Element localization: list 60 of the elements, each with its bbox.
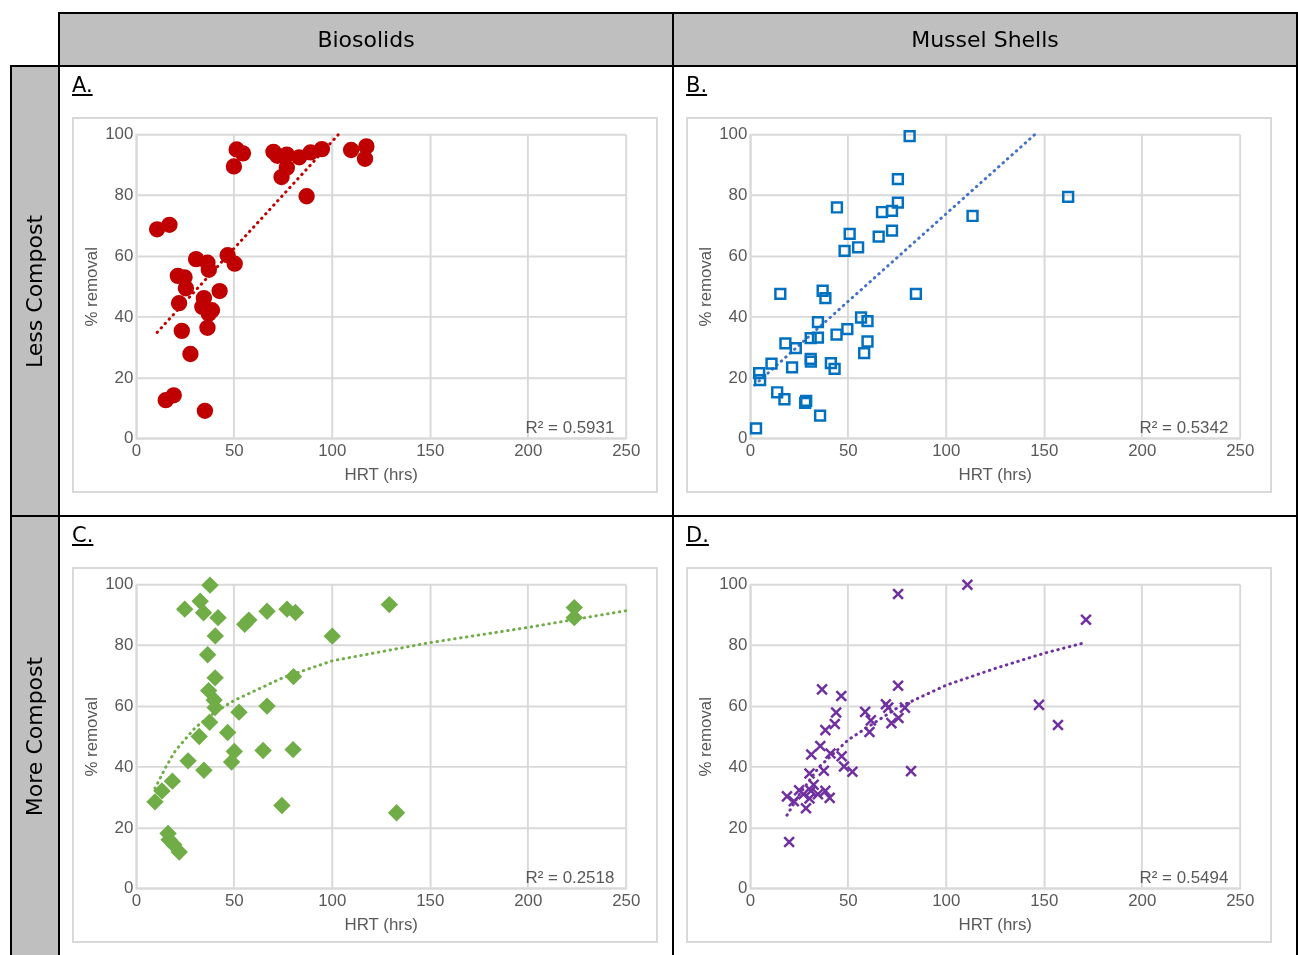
y-axis-title: % removal <box>695 247 715 327</box>
y-tick-label: 20 <box>114 367 134 387</box>
y-tick-label: 20 <box>728 367 748 387</box>
x-tick-label: 100 <box>318 441 347 461</box>
text: Less Compost <box>22 214 48 368</box>
annotation: R² = 0.5342 <box>1139 418 1229 437</box>
y-tick-label: 80 <box>114 635 134 655</box>
chart-title: A. <box>72 73 93 97</box>
x-tick-label: 200 <box>1128 891 1157 911</box>
x-tick-label: 50 <box>224 441 244 461</box>
y-tick-label: 20 <box>728 817 748 837</box>
x-tick-label: 150 <box>1030 891 1059 911</box>
x-tick-label: 250 <box>1226 891 1255 911</box>
y-tick-label: 60 <box>114 246 134 266</box>
x-axis-title: HRT (hrs) <box>344 464 418 484</box>
y-axis-title: % removal <box>695 697 715 777</box>
x-tick-label: 100 <box>932 891 961 911</box>
annotation: R² = 0.5931 <box>525 418 615 437</box>
x-tick-label: 100 <box>932 441 961 461</box>
y-tick-label: 40 <box>728 756 748 776</box>
x-tick-label: 200 <box>514 891 543 911</box>
x-tick-label: 150 <box>1030 441 1059 461</box>
x-tick-label: 200 <box>514 441 543 461</box>
y-tick-label: 100 <box>105 574 134 594</box>
y-tick-label: 100 <box>719 574 748 594</box>
y-tick-label: 80 <box>728 635 748 655</box>
y-axis-title: % removal <box>81 247 101 327</box>
x-axis-title: HRT (hrs) <box>344 914 418 934</box>
y-tick-label: 60 <box>728 246 748 266</box>
y-tick-label: 100 <box>719 124 748 144</box>
x-tick-label: 50 <box>838 441 858 461</box>
y-tick-label: 40 <box>728 306 748 326</box>
y-tick-label: 40 <box>114 756 134 776</box>
annotation: R² = 0.2518 <box>525 868 615 887</box>
y-axis-title: % removal <box>81 697 101 777</box>
y-tick-label: 40 <box>114 306 134 326</box>
x-tick-label: 250 <box>1226 441 1255 461</box>
chart-title: B. <box>686 73 708 97</box>
y-tick-label: 100 <box>105 124 134 144</box>
x-tick-label: 100 <box>318 891 347 911</box>
x-tick-label: 150 <box>416 441 445 461</box>
y-tick-label: 80 <box>728 185 748 205</box>
annotation: R² = 0.5494 <box>1139 868 1229 887</box>
x-tick-label: 250 <box>612 441 641 461</box>
x-tick-label: 200 <box>1128 441 1157 461</box>
chart-title: D. <box>686 523 709 547</box>
y-tick-label: 60 <box>114 696 134 716</box>
x-tick-label: 150 <box>416 891 445 911</box>
y-tick-label: 60 <box>728 696 748 716</box>
x-axis-title: HRT (hrs) <box>958 914 1032 934</box>
y-tick-label: 20 <box>114 817 134 837</box>
x-axis-title: HRT (hrs) <box>958 464 1032 484</box>
x-tick-label: 250 <box>612 891 641 911</box>
chart-title: C. <box>72 523 94 547</box>
text: More Compost <box>22 656 48 816</box>
y-tick-label: 80 <box>114 185 134 205</box>
text: Mussel Shells <box>672 12 1298 67</box>
x-tick-label: 50 <box>838 891 858 911</box>
text: Biosolids <box>58 12 674 67</box>
x-tick-label: 50 <box>224 891 244 911</box>
